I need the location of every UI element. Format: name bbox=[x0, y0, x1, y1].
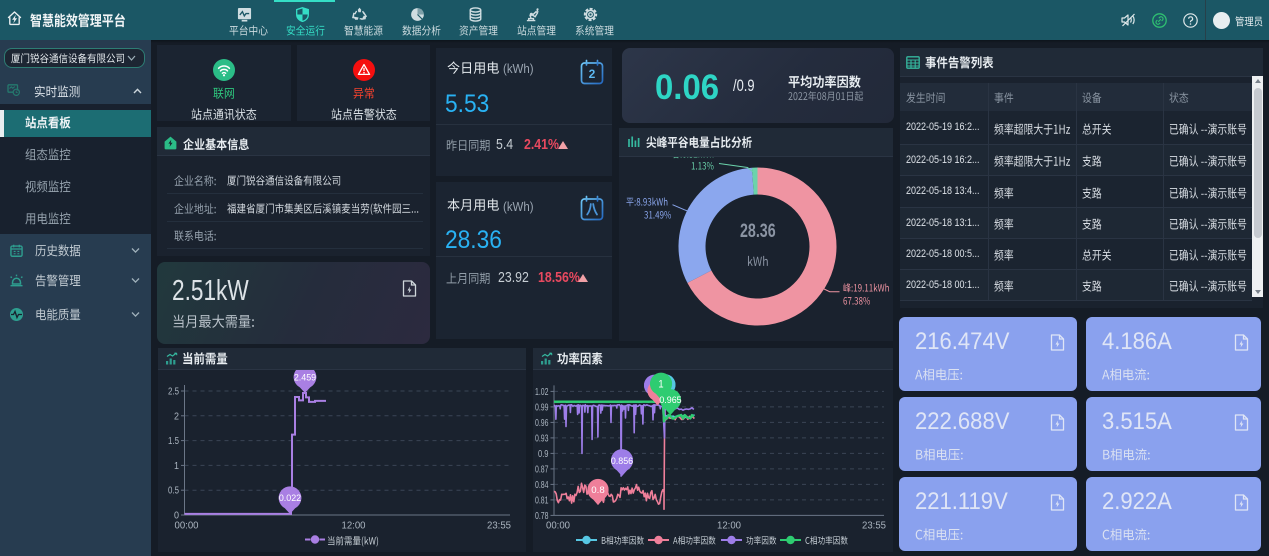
svg-text:0.9: 0.9 bbox=[538, 448, 549, 459]
svg-text:2.5: 2.5 bbox=[168, 386, 179, 397]
svg-text:12:00: 12:00 bbox=[717, 520, 741, 531]
svg-text:0.5: 0.5 bbox=[168, 485, 179, 496]
svg-text:0: 0 bbox=[174, 510, 179, 521]
svg-text:0.87: 0.87 bbox=[535, 464, 549, 475]
svg-text:0.93: 0.93 bbox=[535, 433, 549, 444]
svg-text:0.99: 0.99 bbox=[535, 402, 549, 413]
svg-text:2: 2 bbox=[174, 411, 179, 422]
svg-text:0.965: 0.965 bbox=[659, 395, 681, 406]
svg-text:0.8: 0.8 bbox=[591, 485, 604, 496]
svg-text:1.02: 1.02 bbox=[535, 386, 549, 397]
svg-text:2.459: 2.459 bbox=[294, 372, 316, 383]
svg-text:0.78: 0.78 bbox=[535, 510, 549, 521]
svg-text:0.856: 0.856 bbox=[611, 455, 633, 466]
svg-text:23:55: 23:55 bbox=[487, 520, 511, 531]
svg-text:00:00: 00:00 bbox=[546, 520, 570, 531]
svg-text:1: 1 bbox=[174, 460, 179, 471]
svg-text:12:00: 12:00 bbox=[342, 520, 366, 531]
svg-text:0.84: 0.84 bbox=[535, 479, 549, 490]
svg-text:0.96: 0.96 bbox=[535, 417, 549, 428]
svg-text:0.022: 0.022 bbox=[279, 493, 301, 504]
svg-text:0.81: 0.81 bbox=[535, 495, 549, 506]
svg-text:1: 1 bbox=[658, 378, 663, 390]
svg-text:23:55: 23:55 bbox=[862, 520, 886, 531]
svg-text:00:00: 00:00 bbox=[175, 520, 199, 531]
svg-text:1.5: 1.5 bbox=[168, 436, 179, 447]
svg-text:2: 2 bbox=[589, 67, 596, 81]
